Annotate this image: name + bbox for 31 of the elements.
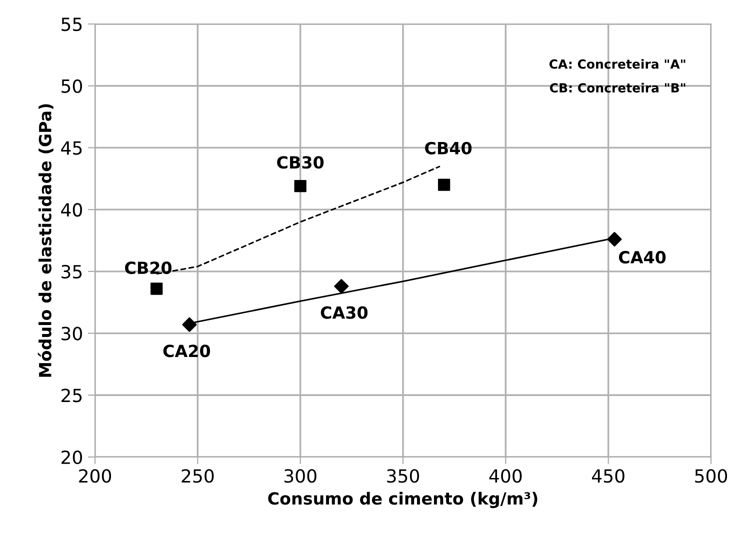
x-tick-label: 350 <box>387 469 420 483</box>
x-axis-title: Consumo de cimento (kg/m³) <box>268 492 538 508</box>
y-axis-title: Módulo de elasticidade (GPa) <box>38 104 54 377</box>
annotation: CB: Concreteira "B" <box>550 82 686 93</box>
annotation: CB20 <box>125 262 172 274</box>
point <box>294 180 306 192</box>
y-tick-label: 40 <box>61 203 82 217</box>
x-tick-label: 300 <box>284 469 316 483</box>
annotation: CB40 <box>425 142 472 154</box>
annotation: CA20 <box>163 344 210 358</box>
y-tick-label: 20 <box>62 450 82 464</box>
point <box>438 178 450 191</box>
y-tick-label: 30 <box>62 326 82 340</box>
annotation: CA: Concreteira "A" <box>549 59 686 69</box>
annotation: CA40 <box>618 250 666 264</box>
x-tick-label: 500 <box>695 469 728 483</box>
x-tick-label: 200 <box>79 469 112 483</box>
y-tick-label: 50 <box>62 79 82 93</box>
y-tick-label: 35 <box>62 264 82 279</box>
y-tick-label: 25 <box>62 388 82 402</box>
point <box>334 278 349 294</box>
x-tick-label: 250 <box>182 469 214 483</box>
point <box>182 317 197 332</box>
annotation: CA30 <box>320 306 368 319</box>
y-tick-label: 45 <box>61 141 82 155</box>
point <box>150 282 163 295</box>
y-tick-label: 55 <box>62 18 82 32</box>
point <box>607 232 622 247</box>
x-tick-label: 400 <box>489 469 522 483</box>
annotation: CB30 <box>277 156 324 169</box>
x-tick-label: 450 <box>592 469 624 483</box>
